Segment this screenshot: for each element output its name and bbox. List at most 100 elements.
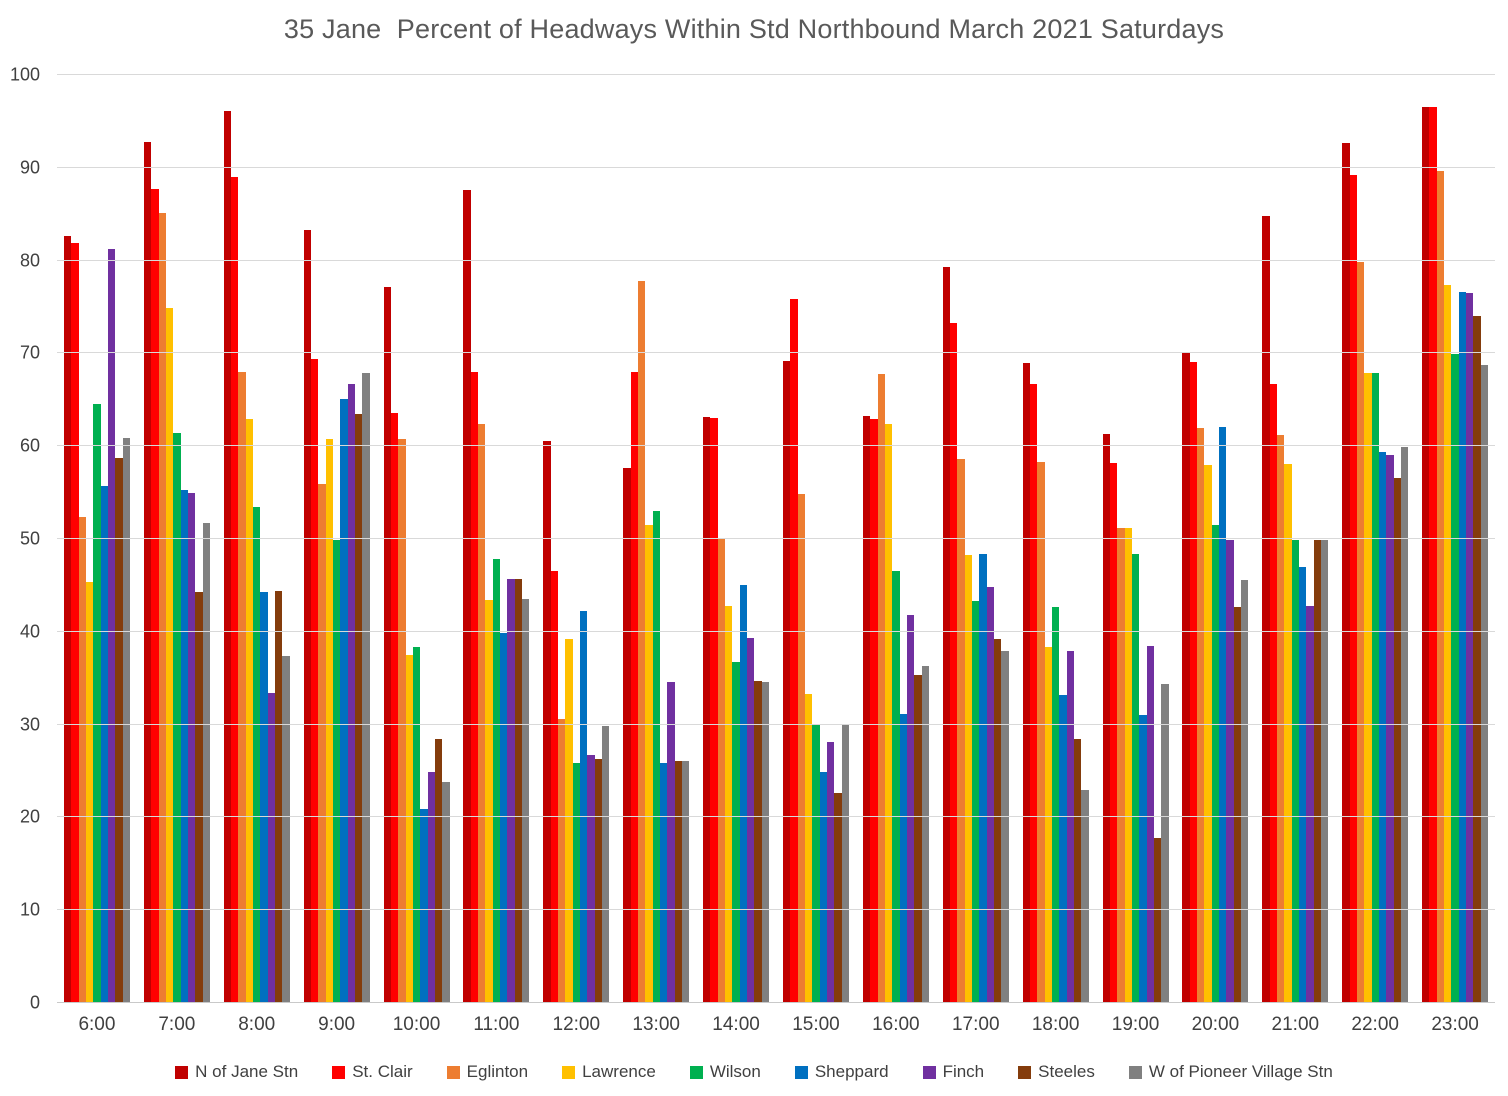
bar-sheppard-16:00 (899, 714, 907, 1003)
bar-eglinton-10:00 (398, 438, 406, 1003)
legend-swatch-icon (794, 1065, 808, 1079)
bar-st-clair-22:00 (1349, 175, 1357, 1003)
bar-group-20:00 (1175, 75, 1255, 1003)
bar-eglinton-22:00 (1356, 261, 1365, 1003)
bar-eglinton-8:00 (238, 371, 246, 1003)
bar-w-of-pioneer-village-stn-18:00 (1081, 789, 1089, 1003)
x-tick-label-10:00: 10:00 (392, 1014, 441, 1035)
bar-eglinton-17:00 (957, 459, 965, 1003)
bar-finch-11:00 (507, 578, 515, 1003)
bar-sheppard-7:00 (180, 489, 188, 1003)
legend-swatch-icon (1128, 1065, 1142, 1079)
legend-swatch-icon (446, 1065, 460, 1079)
bar-finch-18:00 (1066, 651, 1074, 1003)
y-tick-label-80: 80 (19, 250, 40, 271)
x-tick-label-17:00: 17:00 (951, 1014, 1000, 1035)
gridline-80 (57, 259, 1495, 261)
bar-st-clair-13:00 (630, 371, 638, 1003)
bar-eglinton-11:00 (478, 423, 486, 1003)
bar-groups (57, 75, 1495, 1003)
legend-swatch-icon (689, 1065, 703, 1079)
legend-label: N of Jane Stn (195, 1062, 299, 1081)
legend-label: St. Clair (352, 1062, 413, 1081)
bar-st-clair-19:00 (1109, 462, 1118, 1003)
bar-lawrence-9:00 (325, 438, 333, 1003)
bar-group-12:00 (536, 75, 616, 1003)
bar-wilson-10:00 (412, 646, 421, 1003)
bar-n-of-jane-stn-9:00 (303, 229, 311, 1003)
bar-finch-12:00 (587, 755, 595, 1003)
bar-lawrence-8:00 (245, 419, 254, 1003)
bar-sheppard-13:00 (659, 762, 668, 1003)
bar-group-13:00 (616, 75, 696, 1003)
bar-n-of-jane-stn-16:00 (862, 415, 871, 1003)
bar-steeles-14:00 (754, 680, 762, 1003)
bar-w-of-pioneer-village-stn-23:00 (1480, 364, 1489, 1003)
bar-steeles-19:00 (1153, 837, 1162, 1003)
bar-lawrence-21:00 (1284, 463, 1292, 1003)
bar-group-18:00 (1016, 75, 1096, 1003)
bar-eglinton-18:00 (1037, 461, 1045, 1003)
bar-w-of-pioneer-village-stn-13:00 (681, 760, 690, 1003)
legend-label: W of Pioneer Village Stn (1148, 1062, 1333, 1081)
bar-group-11:00 (456, 75, 536, 1003)
bar-wilson-6:00 (93, 403, 101, 1003)
bar-steeles-9:00 (354, 413, 363, 1003)
y-tick-label-20: 20 (19, 806, 40, 827)
bar-st-clair-14:00 (710, 418, 718, 1003)
legend-item-finch: Finch (922, 1062, 984, 1082)
bar-wilson-12:00 (572, 762, 580, 1003)
bar-lawrence-23:00 (1444, 284, 1452, 1003)
bar-eglinton-9:00 (318, 484, 326, 1003)
legend-label: Lawrence (582, 1062, 656, 1081)
legend-swatch-icon (332, 1065, 346, 1079)
legend-item-st-clair: St. Clair (332, 1062, 413, 1082)
bar-steeles-12:00 (594, 758, 602, 1003)
bar-steeles-23:00 (1473, 316, 1481, 1003)
bar-finch-10:00 (427, 771, 435, 1003)
bar-finch-22:00 (1386, 455, 1394, 1003)
bar-st-clair-10:00 (390, 412, 399, 1003)
bar-wilson-11:00 (492, 559, 501, 1003)
bar-st-clair-6:00 (71, 242, 79, 1003)
bar-wilson-7:00 (173, 433, 181, 1003)
bar-sheppard-9:00 (340, 398, 348, 1003)
legend-swatch-icon (922, 1065, 936, 1079)
bar-finch-7:00 (187, 492, 196, 1003)
gridline-30 (57, 723, 1495, 725)
bar-finch-23:00 (1466, 293, 1474, 1003)
bar-group-6:00 (57, 75, 137, 1003)
bar-n-of-jane-stn-19:00 (1102, 434, 1110, 1003)
bar-st-clair-17:00 (950, 322, 958, 1003)
y-tick-label-40: 40 (19, 621, 40, 642)
bar-lawrence-19:00 (1124, 527, 1132, 1003)
gridline-40 (57, 630, 1495, 632)
legend-swatch-icon (175, 1065, 189, 1079)
bar-wilson-13:00 (652, 511, 660, 1003)
x-tick-label-9:00: 9:00 (318, 1014, 356, 1035)
bar-steeles-20:00 (1233, 606, 1242, 1003)
bar-sheppard-18:00 (1059, 694, 1067, 1003)
bar-sheppard-17:00 (979, 553, 987, 1003)
gridline-10 (57, 909, 1495, 911)
bar-lawrence-13:00 (645, 525, 653, 1003)
bar-lawrence-14:00 (725, 605, 733, 1003)
bar-st-clair-18:00 (1030, 384, 1038, 1003)
x-tick-label-21:00: 21:00 (1271, 1014, 1320, 1035)
bar-wilson-18:00 (1052, 606, 1060, 1003)
bar-lawrence-17:00 (964, 554, 973, 1003)
bar-steeles-8:00 (275, 590, 283, 1003)
legend-item-steeles: Steeles (1018, 1062, 1095, 1082)
bar-steeles-6:00 (115, 458, 123, 1003)
bar-steeles-21:00 (1313, 539, 1321, 1003)
bar-lawrence-15:00 (805, 693, 813, 1003)
x-tick-label-11:00: 11:00 (473, 1014, 520, 1035)
gridline-50 (57, 538, 1495, 539)
bar-wilson-14:00 (732, 661, 740, 1003)
bar-group-10:00 (377, 75, 457, 1003)
bar-n-of-jane-stn-17:00 (942, 267, 951, 1003)
y-axis: 0 10 20 30 40 50 60 70 80 90 100 (0, 65, 48, 1013)
bar-finch-17:00 (986, 587, 995, 1003)
bar-wilson-15:00 (812, 723, 820, 1003)
